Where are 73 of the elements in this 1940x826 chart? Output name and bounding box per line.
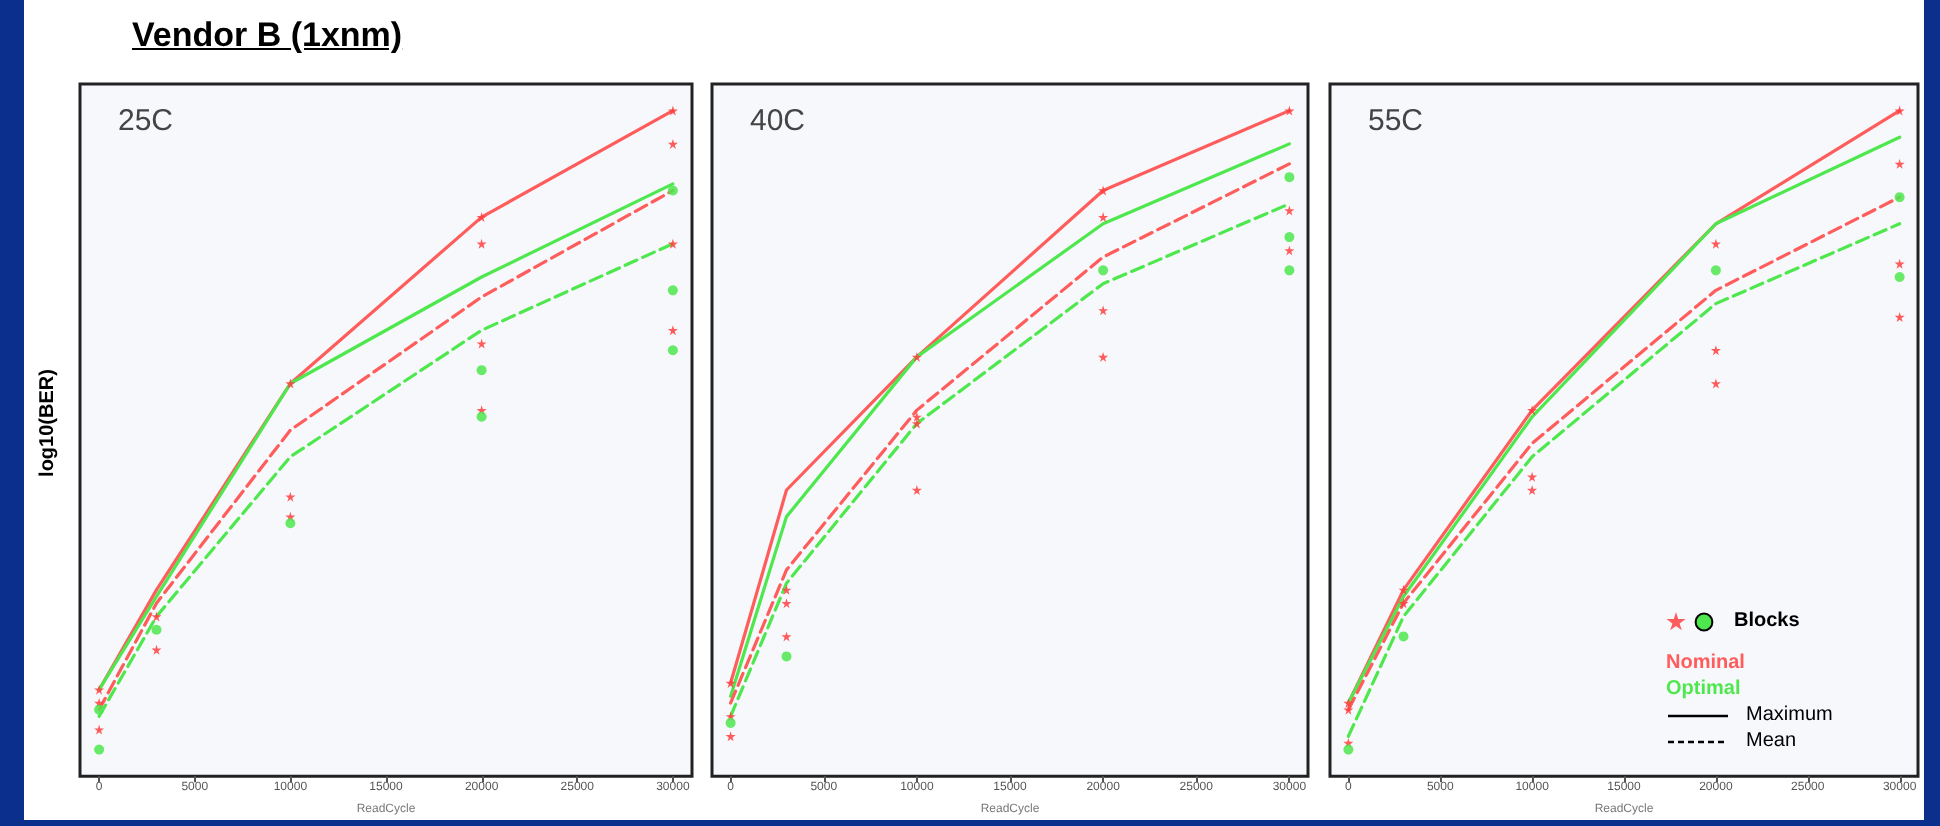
point	[1527, 471, 1538, 482]
point	[476, 365, 487, 376]
point	[781, 598, 792, 609]
point	[667, 325, 678, 336]
annotation: Maximum	[1746, 702, 1833, 728]
point	[285, 378, 296, 389]
annotation: Nominal	[1666, 650, 1747, 676]
point	[151, 624, 162, 635]
point	[285, 491, 296, 502]
point	[1894, 258, 1905, 269]
point	[476, 338, 487, 349]
point	[725, 678, 736, 689]
point	[1343, 697, 1354, 708]
annotation: Mean	[1746, 728, 1797, 754]
point	[1398, 631, 1409, 642]
y-axis-title: log10(BER)	[37, 367, 59, 481]
point	[476, 238, 487, 249]
point	[1398, 598, 1409, 609]
point	[911, 351, 922, 362]
point	[667, 345, 678, 356]
point	[781, 584, 792, 595]
point	[1710, 345, 1721, 356]
point	[911, 485, 922, 495]
point	[1284, 105, 1295, 116]
point	[94, 704, 105, 715]
point	[1710, 265, 1721, 276]
point	[1894, 272, 1905, 283]
point	[911, 418, 922, 429]
point	[94, 724, 105, 735]
point	[1098, 212, 1109, 223]
point	[667, 138, 678, 149]
point	[1284, 205, 1295, 216]
point	[151, 644, 162, 655]
chart-title: Vendor B (1xnm)	[132, 16, 403, 56]
point	[911, 411, 922, 422]
chart-title: 55C	[1368, 104, 1424, 138]
point	[1284, 245, 1295, 256]
point	[725, 717, 736, 728]
point	[1398, 584, 1409, 595]
point	[725, 731, 736, 742]
point	[94, 744, 105, 755]
point	[1098, 305, 1109, 316]
chart-title: 40C	[750, 104, 806, 138]
point	[1894, 311, 1905, 322]
point	[1894, 105, 1905, 116]
point	[476, 212, 487, 223]
point	[1284, 172, 1295, 183]
point	[1098, 265, 1109, 276]
point	[1527, 485, 1538, 495]
chart-subtitle: 25C	[118, 104, 174, 138]
point	[151, 611, 162, 622]
point	[476, 411, 487, 422]
annotation: Optimal	[1666, 676, 1743, 702]
point	[667, 185, 678, 196]
point	[1894, 158, 1905, 169]
point	[1527, 405, 1538, 416]
point	[1343, 744, 1354, 755]
point	[1284, 232, 1295, 243]
point	[667, 285, 678, 296]
point	[285, 518, 296, 529]
point	[1284, 265, 1295, 276]
point	[94, 684, 105, 695]
point	[781, 631, 792, 642]
point	[1098, 185, 1109, 196]
point	[1710, 378, 1721, 389]
point	[1894, 192, 1905, 203]
point	[1343, 704, 1354, 715]
point	[1710, 238, 1721, 249]
point	[667, 238, 678, 249]
annotation: Blocks	[1734, 608, 1800, 634]
point	[667, 105, 678, 116]
point	[781, 651, 792, 662]
point	[1098, 351, 1109, 362]
